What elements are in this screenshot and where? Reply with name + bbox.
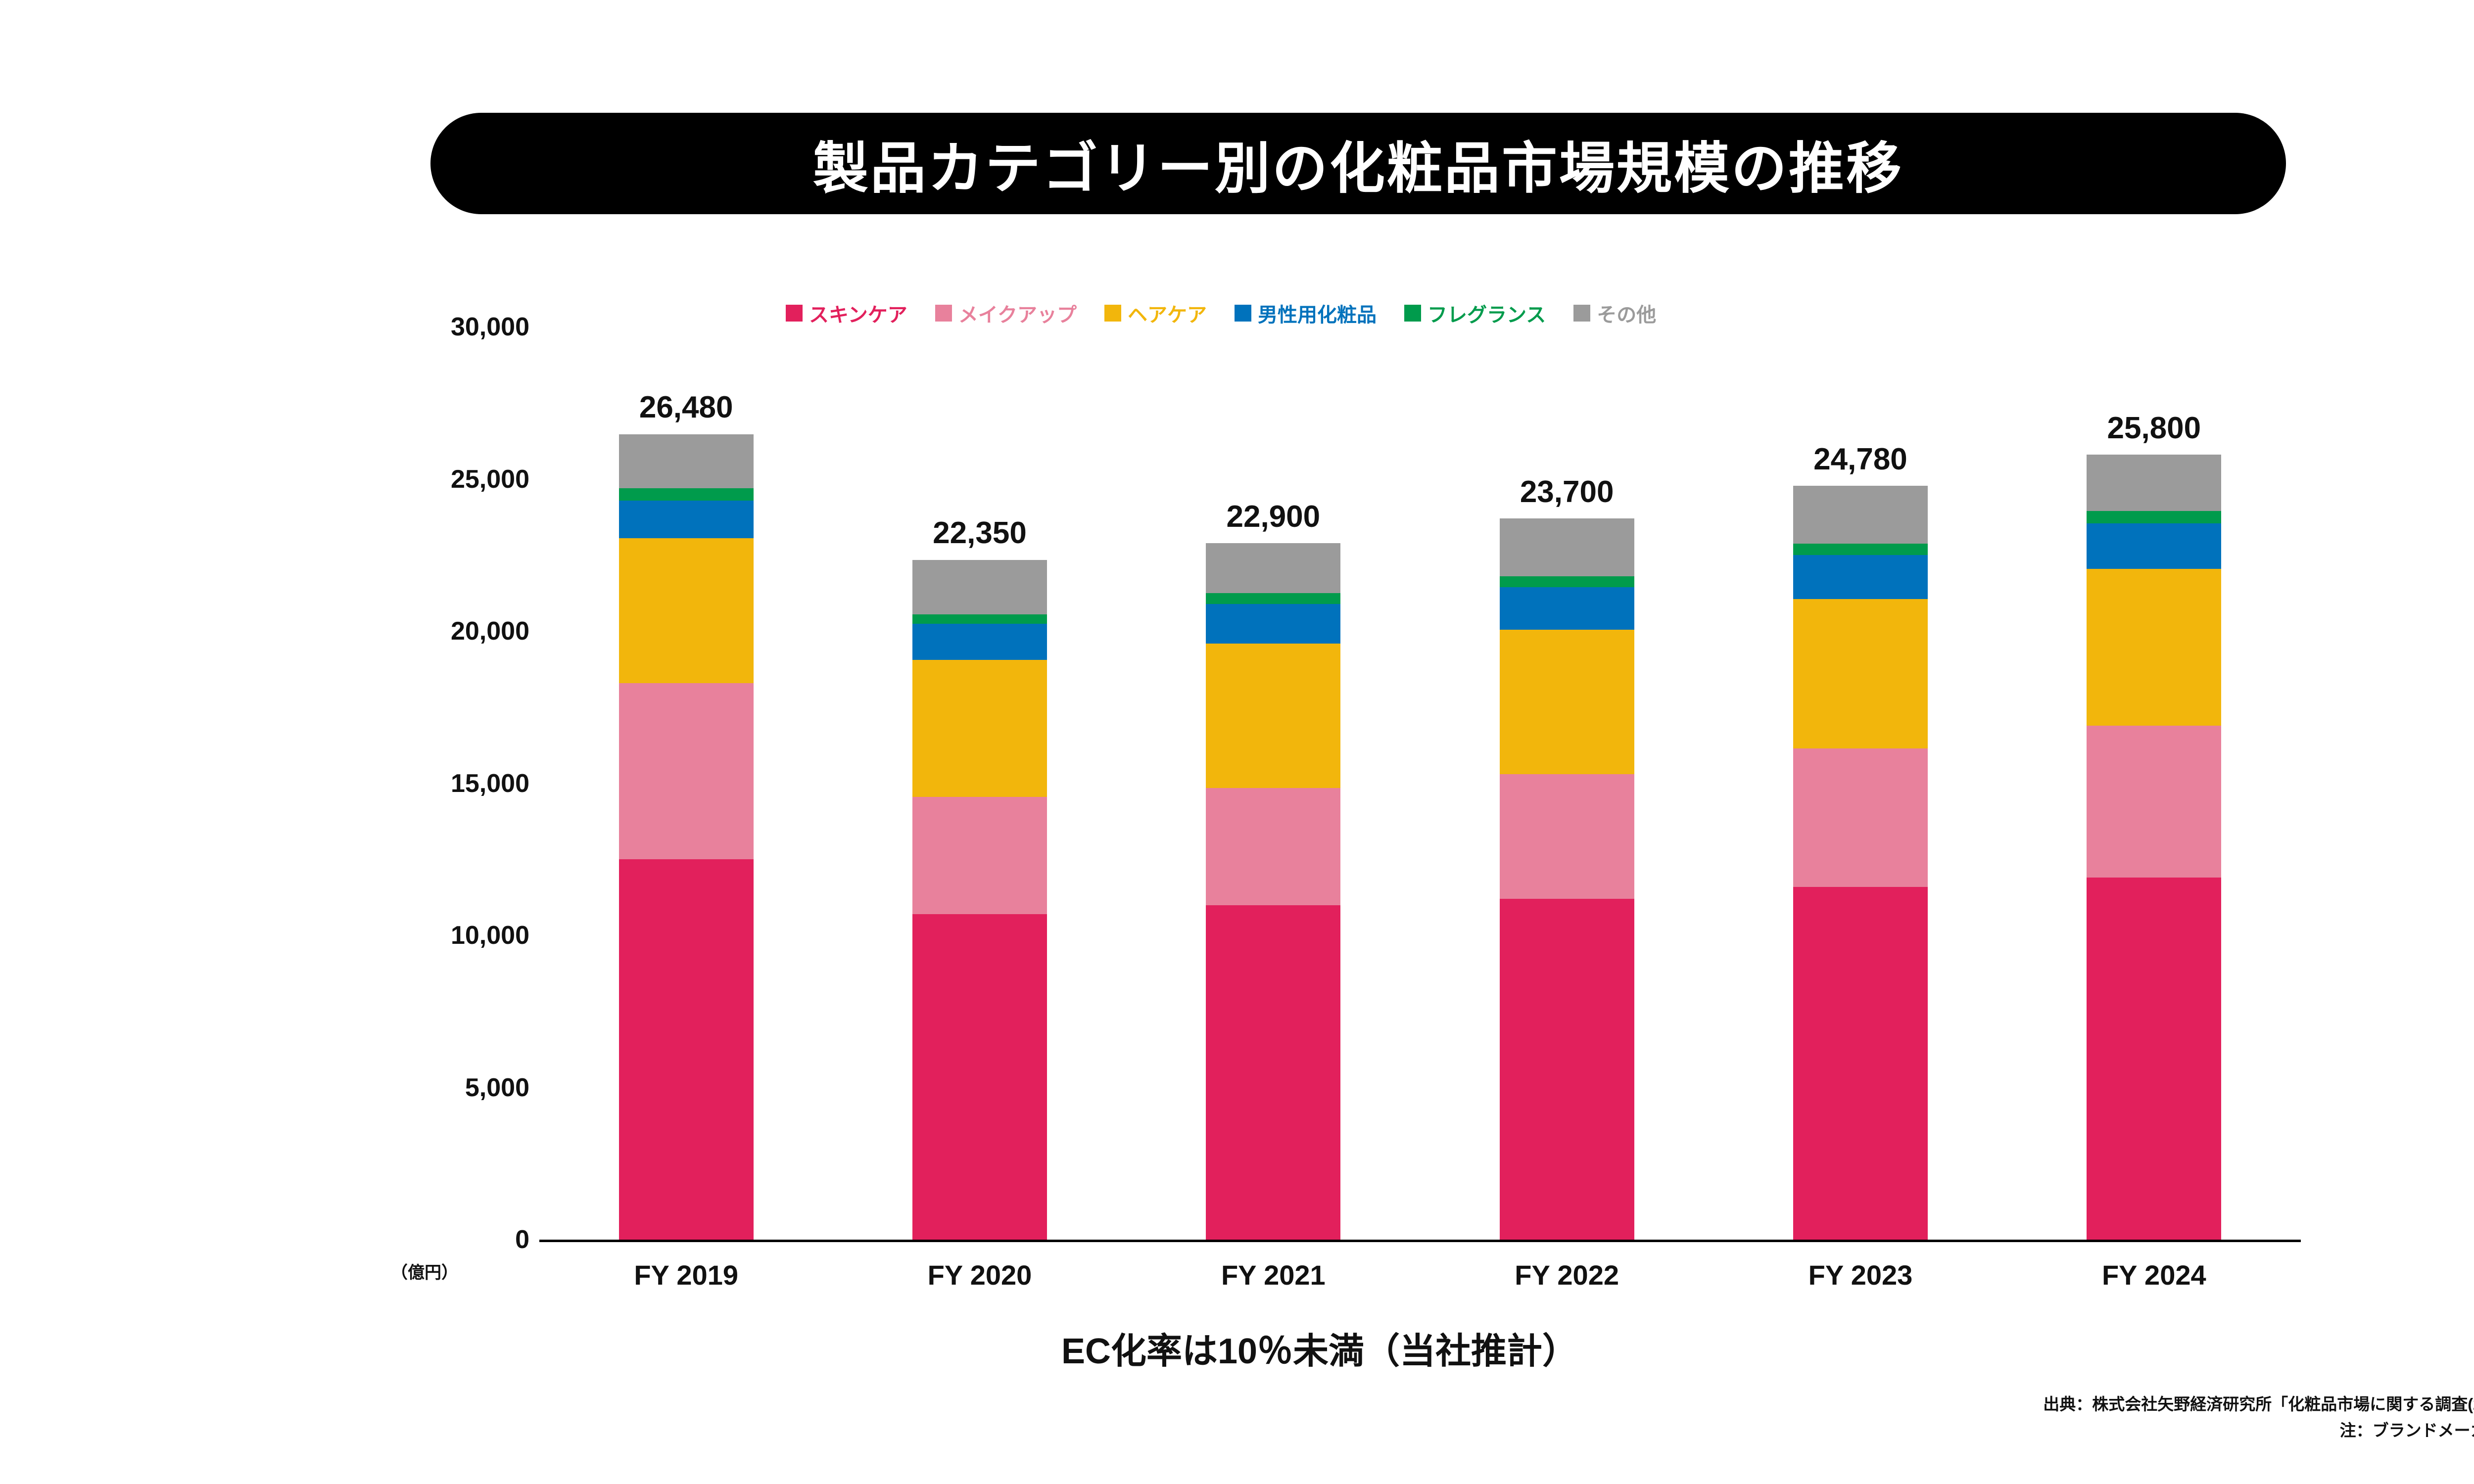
bar-segment[interactable] [1793,599,1928,748]
stacked-bar[interactable]: 22,350 [912,516,1047,1240]
y-axis-tick-label: 10,000 [450,921,529,950]
bar-segment[interactable] [912,914,1047,1240]
bar-segment[interactable] [1499,774,1634,899]
stacked-bar[interactable]: 26,480 [618,390,754,1240]
bar-group[interactable]: 25,800 [2007,317,2301,1240]
bar-segment[interactable] [1499,518,1634,577]
chart-legend: スキンケア メイクアップ ヘアケア 男性用化粧品 フレグランス その他 [786,299,1656,327]
legend-item: ヘアケア [1104,299,1207,327]
bar-group[interactable]: 23,700 [1420,317,1713,1240]
x-axis-tick-label: FY 2023 [1808,1259,1913,1291]
stacked-bar[interactable]: 24,780 [1793,442,1928,1240]
legend-item: その他 [1573,299,1656,327]
bar-segment[interactable] [618,538,754,683]
bar-segment[interactable] [2087,523,2222,569]
chart-title-banner: 製品カテゴリー別の化粧品市場規模の推移 [430,113,2286,214]
bar-total-label: 25,800 [2107,411,2201,446]
bar-segment[interactable] [2087,568,2222,726]
bar-total-label: 26,480 [639,390,733,425]
footnote: 出典：株式会社矢野経済研究所「化粧品市場に関する調査(2020年～2025年)」 [2043,1395,2474,1413]
bar-segment[interactable] [912,623,1047,660]
legend-swatch-icon [935,305,952,322]
legend-label: その他 [1597,304,1657,326]
legend-label: スキンケア [809,304,907,326]
chart-caption: EC化率は10％未満（当社推計） [1061,1332,1578,1371]
bar-segment[interactable] [1206,788,1341,905]
legend-swatch-icon [1235,305,1252,322]
bar-segment[interactable] [618,500,754,539]
legend-swatch-icon [1104,305,1122,322]
bar-segment[interactable] [912,559,1047,615]
bars-container: 26,480 22,350 22,900 23,700 24,780 25,800 [539,317,2301,1240]
bar-segment[interactable] [2087,455,2222,511]
legend-item: メイクアップ [935,299,1077,327]
bar-group[interactable]: 24,780 [1713,317,2007,1240]
bar-segment[interactable] [1793,886,1928,1240]
x-axis-tick-label: FY 2019 [634,1259,738,1291]
y-axis-unit: （億円） [391,1263,458,1282]
stacked-bar[interactable]: 25,800 [2087,411,2222,1240]
y-axis-tick-label: 5,000 [465,1073,529,1102]
bar-segment[interactable] [1206,905,1341,1240]
legend-label: 男性用化粧品 [1258,304,1377,326]
legend-item: フレグランス [1404,299,1546,327]
bar-segment[interactable] [2087,725,2222,878]
bar-segment[interactable] [1206,643,1341,788]
y-axis-tick-label: 30,000 [450,313,529,341]
bar-segment[interactable] [1793,543,1928,556]
bar-segment[interactable] [618,859,754,1240]
x-axis-tick-label: FY 2020 [927,1259,1032,1291]
y-axis-tick-label: 15,000 [450,769,529,798]
bar-segment[interactable] [2087,878,2222,1240]
bar-total-label: 23,700 [1520,475,1614,510]
bar-segment[interactable] [1206,593,1341,604]
legend-label: フレグランス [1427,304,1546,326]
bar-segment[interactable] [618,488,754,501]
page-title: 製品カテゴリー別の化粧品市場規模の推移 [813,137,1903,199]
bar-segment[interactable] [1206,543,1341,594]
bar-total-label: 22,350 [933,516,1027,551]
x-axis-labels: FY 2019 FY 2020 FY 2021 FY 2022 FY 2023 FY 20… [539,1259,2301,1291]
bar-total-label: 24,780 [1813,442,1907,477]
bar-segment[interactable] [1499,576,1634,587]
bar-group[interactable]: 22,900 [1127,317,1420,1240]
bar-segment[interactable] [1499,587,1634,630]
bar-segment[interactable] [912,614,1047,624]
stacked-bar[interactable]: 23,700 [1499,475,1634,1240]
y-axis-tick-label: 20,000 [450,617,529,646]
legend-item: 男性用化粧品 [1235,299,1377,327]
bar-segment[interactable] [912,797,1047,914]
y-axis-tick-label: 25,000 [450,464,529,494]
bar-segment[interactable] [2087,511,2222,523]
bar-segment[interactable] [618,683,754,860]
legend-swatch-icon [786,305,803,322]
bar-segment[interactable] [1793,748,1928,887]
bar-group[interactable]: 22,350 [833,317,1126,1240]
x-axis-tick-label: FY 2024 [2101,1259,2206,1291]
legend-swatch-icon [1404,305,1422,322]
bar-segment[interactable] [1793,486,1928,544]
x-axis-line [539,1240,2301,1242]
bar-segment[interactable] [618,434,754,488]
footnotes: 出典：株式会社矢野経済研究所「化粧品市場に関する調査(2020年～2025年)」… [2043,1391,2474,1444]
legend-label: メイクアップ [958,304,1077,326]
bar-segment[interactable] [1793,555,1928,600]
bar-group[interactable]: 26,480 [539,317,833,1240]
bar-segment[interactable] [1499,899,1634,1240]
stacked-bar[interactable]: 22,900 [1206,500,1341,1240]
x-axis-tick-label: FY 2021 [1221,1259,1326,1291]
bar-segment[interactable] [1206,603,1341,644]
footnote: 注：ブランドメーカー出荷金額ベース [2339,1421,2474,1440]
bar-segment[interactable] [1499,629,1634,775]
bar-segment[interactable] [912,660,1047,797]
legend-swatch-icon [1573,305,1591,322]
x-axis-tick-label: FY 2022 [1515,1259,1619,1291]
bar-total-label: 22,900 [1226,499,1321,534]
y-axis-labels: 30,000 25,000 20,000 15,000 10,000 5,000 0 [366,0,529,1484]
legend-label: ヘアケア [1128,304,1207,326]
legend-item: スキンケア [786,299,907,327]
y-axis-tick-label: 0 [515,1225,529,1254]
